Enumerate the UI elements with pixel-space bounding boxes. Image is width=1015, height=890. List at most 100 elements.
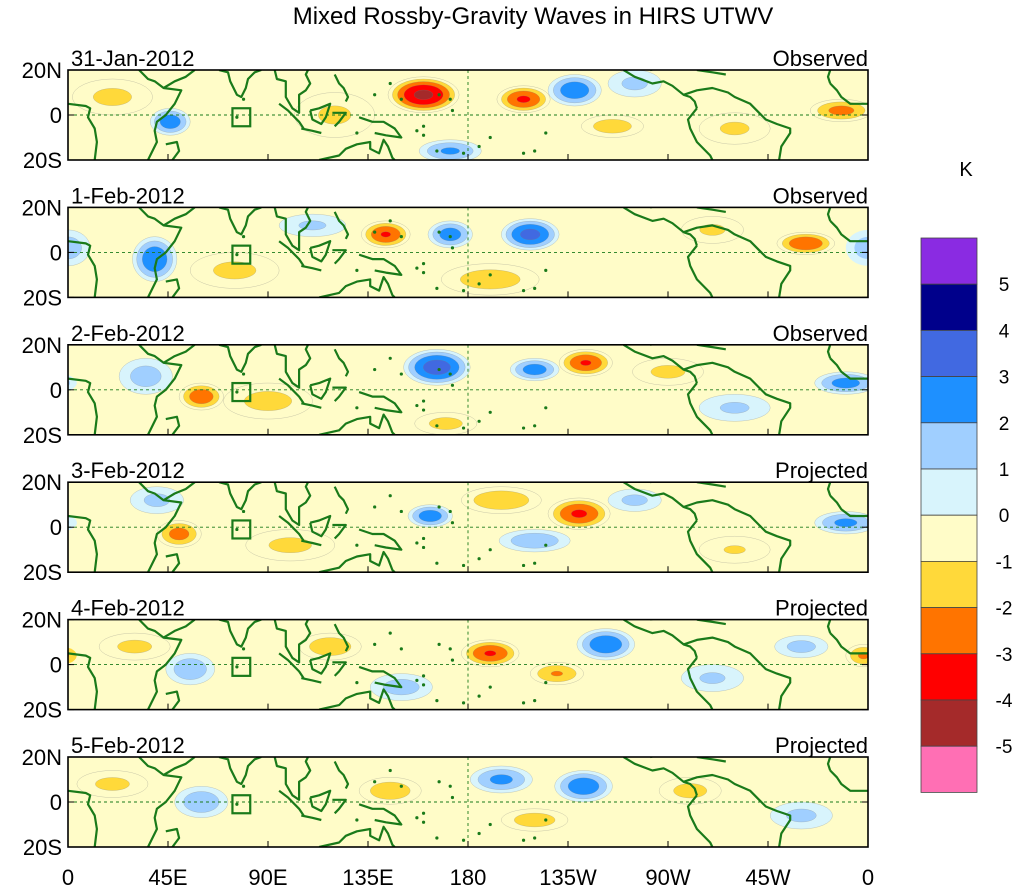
island — [437, 367, 441, 372]
coastline — [138, 757, 183, 847]
coastlines — [68, 70, 868, 160]
coastline — [301, 264, 322, 272]
colorbar-swatch — [920, 745, 978, 793]
island — [477, 557, 481, 561]
island — [241, 784, 246, 788]
island — [435, 561, 439, 565]
island — [415, 403, 419, 408]
island — [373, 93, 377, 97]
coastline — [138, 482, 183, 573]
island — [477, 282, 481, 286]
colorbar-label: 1 — [999, 460, 1010, 481]
coastline — [829, 632, 868, 655]
island — [450, 521, 455, 525]
coastline — [301, 814, 322, 822]
coastline — [826, 619, 832, 634]
panel-date: 1-Feb-2012 — [71, 183, 185, 208]
island — [521, 426, 526, 430]
panel-status: Observed — [773, 183, 868, 208]
contour-level — [723, 545, 746, 554]
y-tick-label: 20N — [22, 333, 62, 358]
island — [450, 246, 455, 250]
island — [533, 149, 537, 153]
panel-2: 20N 0 20S 1-Feb-2012 Observed — [22, 183, 869, 310]
contour-level — [786, 808, 817, 823]
coastline — [332, 111, 347, 128]
x-axis: 0 45E 90E 135E 180 135W 90W 45W 0 — [62, 865, 874, 890]
colorbar-swatch — [920, 283, 978, 331]
island — [421, 271, 426, 275]
contour-level — [473, 490, 530, 510]
contour-level — [621, 76, 648, 91]
coastline — [829, 494, 868, 518]
coastline — [301, 402, 322, 409]
y-tick-label: 0 — [50, 790, 62, 815]
coastline — [332, 798, 347, 815]
island — [435, 836, 439, 840]
coastline — [273, 619, 312, 664]
contour-field — [68, 349, 868, 435]
x-tick-label: 0 — [62, 865, 74, 890]
island — [388, 494, 392, 498]
island — [435, 699, 439, 703]
box-marker — [231, 381, 252, 403]
panel-date: 2-Feb-2012 — [71, 321, 185, 346]
coastline — [138, 619, 183, 710]
anomaly-negative-9 — [632, 358, 704, 386]
anomaly-positive-5 — [498, 529, 571, 553]
island — [399, 372, 403, 376]
panel-4: 20N 0 20S 3-Feb-2012 Projected — [22, 458, 869, 585]
island — [437, 780, 441, 784]
coastline — [309, 102, 332, 126]
island — [521, 701, 526, 705]
island — [399, 97, 403, 101]
coastline — [278, 377, 305, 404]
island — [461, 838, 466, 842]
coastline — [278, 652, 305, 679]
anomaly-negative-6 — [76, 770, 149, 798]
contour-level — [413, 89, 434, 100]
coastline — [318, 550, 396, 573]
coastline — [163, 482, 196, 502]
y-tick-label: 20N — [22, 470, 62, 495]
contour-level — [213, 261, 257, 280]
x-tick-label: 90E — [248, 865, 287, 890]
anomaly-positive-2 — [407, 504, 453, 528]
colorbar-label: -3 — [996, 645, 1013, 666]
coastlines — [68, 619, 868, 710]
panel-5: 20N 0 20S 4-Feb-2012 Projected — [22, 596, 869, 723]
anomaly-positive-10 — [278, 213, 346, 237]
coastline — [273, 70, 312, 114]
island — [388, 219, 392, 223]
coastlines — [68, 757, 868, 847]
coastline — [826, 757, 832, 771]
y-tick-label: 0 — [50, 653, 62, 678]
anomaly-negative-7 — [68, 644, 868, 668]
colorbar-label: -1 — [996, 552, 1013, 573]
coastline — [218, 70, 262, 99]
island — [415, 816, 419, 820]
contour-level — [439, 227, 462, 242]
anomaly-positive-9 — [681, 664, 744, 692]
contour-level — [460, 269, 521, 290]
island — [415, 266, 419, 270]
contour-level — [489, 774, 513, 785]
island — [241, 372, 246, 376]
contour-level — [571, 509, 588, 518]
island — [488, 135, 492, 140]
box-marker — [231, 794, 252, 815]
colorbar-swatch — [920, 468, 978, 516]
contour-level — [788, 236, 823, 251]
island — [241, 97, 246, 101]
anomaly-positive-6 — [68, 229, 868, 267]
island — [421, 683, 426, 687]
panel-stack: 20N 0 20S 31-Jan-2012 Observed 20N 0 20S 1-Feb-2… — [22, 46, 869, 860]
coastline — [333, 761, 350, 789]
coastline — [333, 623, 350, 652]
coastline — [358, 253, 403, 276]
box-marker — [231, 107, 252, 128]
panel-status: Projected — [775, 596, 868, 621]
island — [437, 642, 441, 646]
colorbar-label: 2 — [999, 414, 1010, 435]
island — [544, 681, 548, 685]
